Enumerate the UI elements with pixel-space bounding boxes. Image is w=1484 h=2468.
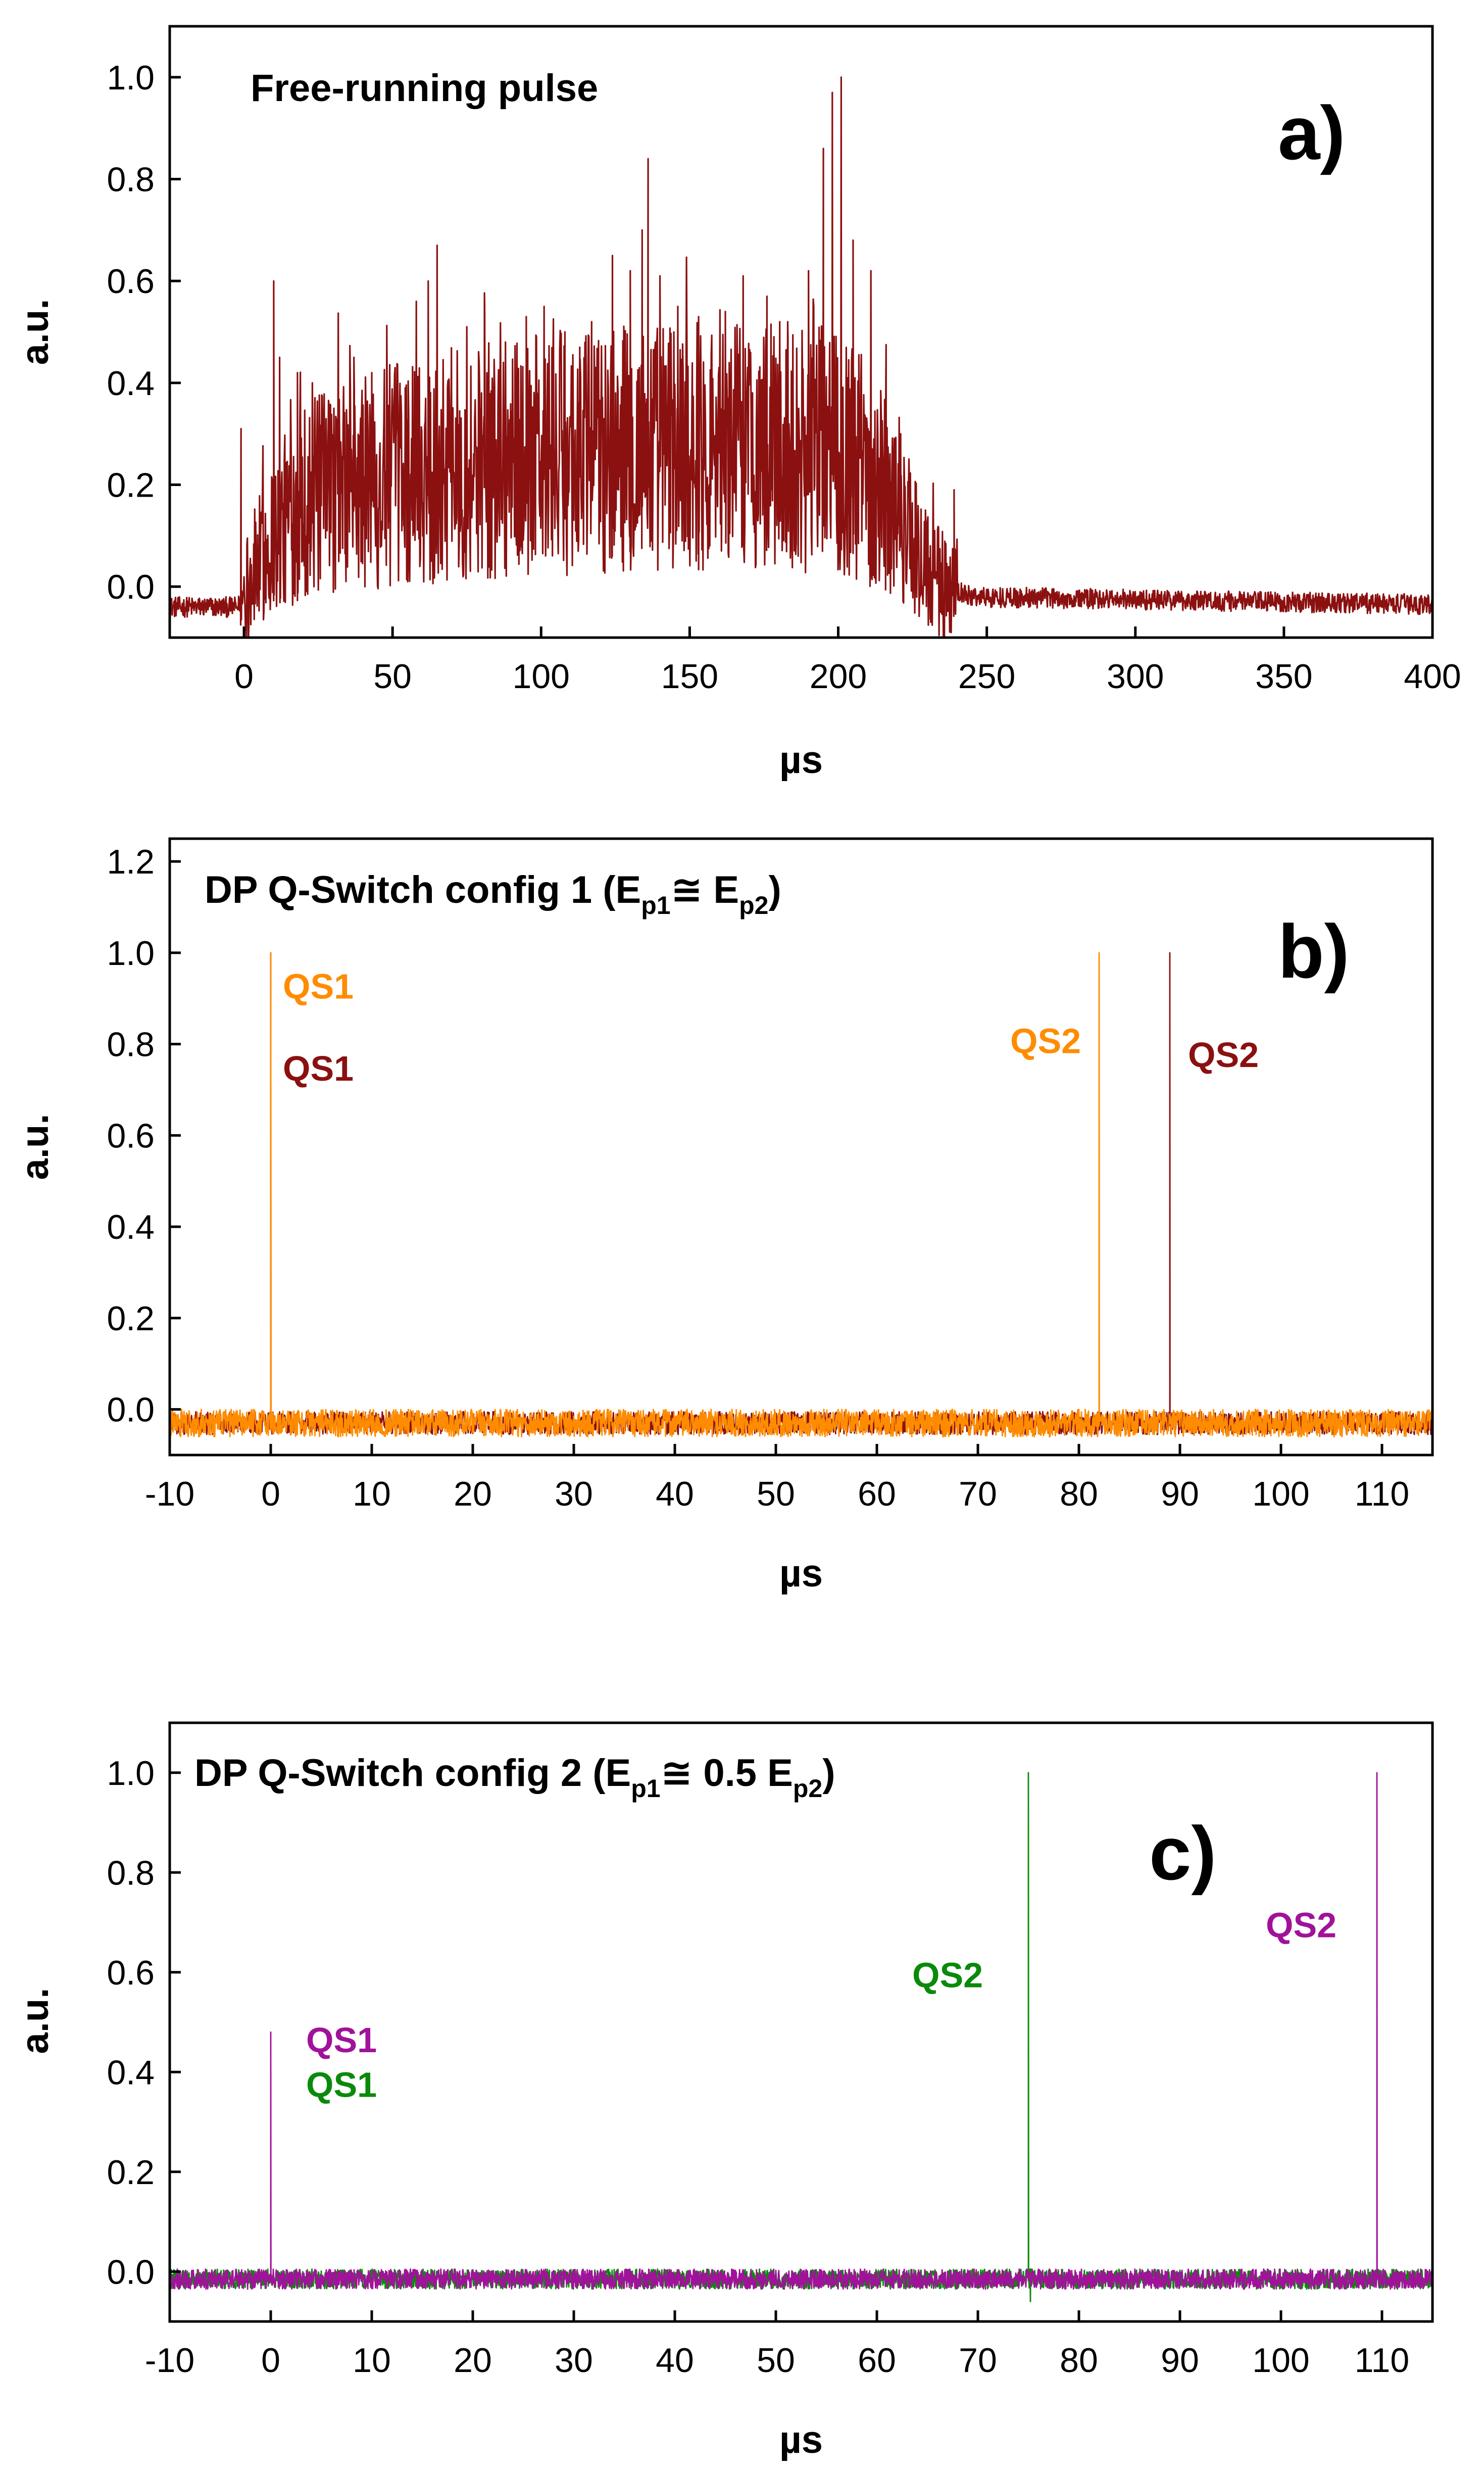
x-tick-label: 0 bbox=[234, 657, 254, 696]
panel-c-title: DP Q-Switch config 2 (Ep1≅ 0.5 Ep2) bbox=[194, 1752, 835, 1803]
y-tick-label: 1.0 bbox=[107, 934, 155, 973]
x-tick-label: -10 bbox=[145, 1475, 194, 1513]
x-tick-label: 350 bbox=[1255, 657, 1312, 696]
x-tick-label: 110 bbox=[1355, 1475, 1409, 1513]
x-tick-label: 50 bbox=[373, 657, 412, 696]
y-tick-label: 1.2 bbox=[107, 843, 155, 881]
panel-c-series-1 bbox=[170, 1772, 1432, 2290]
y-tick-label: 0.8 bbox=[107, 1854, 155, 1892]
x-tick-label: 30 bbox=[555, 2341, 593, 2380]
panel-c-annotations: QS1 QS1 QS2 QS2 bbox=[306, 1906, 1337, 2105]
x-tick-label: 20 bbox=[454, 2341, 492, 2380]
panel-c-xlabel: µs bbox=[779, 2418, 823, 2461]
panel-a-series-0 bbox=[170, 76, 1432, 638]
panel-a-frame bbox=[168, 25, 1434, 639]
panel-a-free-running: 0 50 100 150 200 250 300 350 400 0.0 0.2 0.4 0.6 0.8 1… bbox=[14, 25, 1461, 782]
y-tick-label: 0.6 bbox=[107, 1954, 155, 1992]
panel-b-ylabel: a.u. bbox=[14, 1114, 57, 1180]
x-tick-label: 70 bbox=[959, 2341, 997, 2380]
y-tick-label: 0.6 bbox=[107, 262, 155, 301]
x-tick-label: 0 bbox=[261, 1475, 280, 1513]
panel-c-label: c) bbox=[1149, 1811, 1216, 1896]
x-tick-label: 80 bbox=[1060, 1475, 1098, 1513]
y-tick-label: 0.4 bbox=[107, 364, 155, 403]
y-tick-label: 0.4 bbox=[107, 1208, 155, 1246]
panel-c-frame bbox=[168, 1721, 1434, 2323]
panel-b-ticks: -10 0 10 20 30 40 50 60 70 80 90 100 110 0.0 0.2 0.4 0.6… bbox=[107, 843, 1409, 1513]
panel-a-xlabel: µs bbox=[779, 739, 823, 782]
panel-c-ylabel: a.u. bbox=[14, 1988, 57, 2054]
x-tick-label: 200 bbox=[810, 657, 867, 696]
peak-annotation: QS2 bbox=[1188, 1035, 1259, 1075]
x-tick-label: 60 bbox=[858, 1475, 896, 1513]
x-tick-label: 300 bbox=[1107, 657, 1164, 696]
y-tick-label: 0.0 bbox=[107, 1391, 155, 1429]
x-tick-label: 150 bbox=[661, 657, 718, 696]
panel-b-series-1 bbox=[170, 952, 1432, 1438]
panel-a-ylabel: a.u. bbox=[14, 299, 57, 365]
x-tick-label: 10 bbox=[353, 2341, 391, 2380]
x-tick-label: 70 bbox=[959, 1475, 997, 1513]
peak-annotation: QS1 bbox=[283, 1049, 354, 1088]
x-tick-label: 400 bbox=[1404, 657, 1461, 696]
x-tick-label: 250 bbox=[958, 657, 1015, 696]
y-tick-label: 0.8 bbox=[107, 161, 155, 199]
panel-c-config-2: -10 0 10 20 30 40 50 60 70 80 90 100 110 0.0 0.2 0.4 0.6… bbox=[14, 1721, 1434, 2461]
panel-b-annotations: QS1 QS1 QS2 QS2 bbox=[283, 966, 1259, 1088]
y-tick-label: 0.8 bbox=[107, 1026, 155, 1064]
x-tick-label: -10 bbox=[145, 2341, 194, 2380]
peak-annotation: QS2 bbox=[1266, 1906, 1337, 1945]
panel-b-title: DP Q-Switch config 1 (Ep1≅ Ep2) bbox=[205, 868, 781, 920]
peak-annotation: QS1 bbox=[283, 966, 354, 1006]
y-tick-label: 1.0 bbox=[107, 59, 155, 97]
y-tick-label: 0.4 bbox=[107, 2053, 155, 2092]
x-tick-label: 100 bbox=[1252, 2341, 1309, 2380]
panel-a-label: a) bbox=[1278, 90, 1345, 175]
panel-c-ticks: -10 0 10 20 30 40 50 60 70 80 90 100 110 0.0 0.2 0.4 0.6… bbox=[107, 1754, 1409, 2380]
panel-a-title: Free-running pulse bbox=[251, 67, 598, 110]
y-tick-label: 1.0 bbox=[107, 1754, 155, 1793]
panel-a-traces bbox=[170, 76, 1432, 638]
panel-b-config-1: -10 0 10 20 30 40 50 60 70 80 90 100 110 0.0 0.2 0.4 0.6… bbox=[14, 837, 1434, 1595]
x-tick-label: 30 bbox=[555, 1475, 593, 1513]
x-tick-label: 90 bbox=[1161, 2341, 1199, 2380]
x-tick-label: 10 bbox=[353, 1475, 391, 1513]
panel-b-frame bbox=[168, 837, 1434, 1457]
x-tick-label: 40 bbox=[656, 2341, 694, 2380]
x-tick-label: 50 bbox=[757, 1475, 795, 1513]
x-tick-label: 0 bbox=[261, 2341, 280, 2380]
x-tick-label: 100 bbox=[513, 657, 570, 696]
panel-b-label: b) bbox=[1278, 909, 1350, 994]
x-tick-label: 40 bbox=[656, 1475, 694, 1513]
x-tick-label: 100 bbox=[1252, 1475, 1309, 1513]
x-tick-label: 110 bbox=[1355, 2341, 1409, 2380]
panel-b-xlabel: µs bbox=[779, 1552, 823, 1595]
panel-a-ticks: 0 50 100 150 200 250 300 350 400 0.0 0.2 0.4 0.6 0.8 1… bbox=[107, 59, 1461, 696]
panel-b-traces bbox=[170, 952, 1432, 1438]
y-tick-label: 0.0 bbox=[107, 2253, 155, 2291]
x-tick-label: 80 bbox=[1060, 2341, 1098, 2380]
peak-annotation: QS1 bbox=[306, 2065, 377, 2105]
x-tick-label: 50 bbox=[757, 2341, 795, 2380]
peak-annotation: QS2 bbox=[1010, 1022, 1081, 1061]
x-tick-label: 20 bbox=[454, 1475, 492, 1513]
x-tick-label: 90 bbox=[1161, 1475, 1199, 1513]
peak-annotation: QS2 bbox=[912, 1955, 983, 1995]
y-tick-label: 0.2 bbox=[107, 1299, 155, 1338]
y-tick-label: 0.0 bbox=[107, 568, 155, 606]
y-tick-label: 0.6 bbox=[107, 1117, 155, 1155]
y-tick-label: 0.2 bbox=[107, 2153, 155, 2192]
panel-c-traces bbox=[170, 1772, 1432, 2302]
x-tick-label: 60 bbox=[858, 2341, 896, 2380]
peak-annotation: QS1 bbox=[306, 2020, 377, 2060]
y-tick-label: 0.2 bbox=[107, 466, 155, 505]
